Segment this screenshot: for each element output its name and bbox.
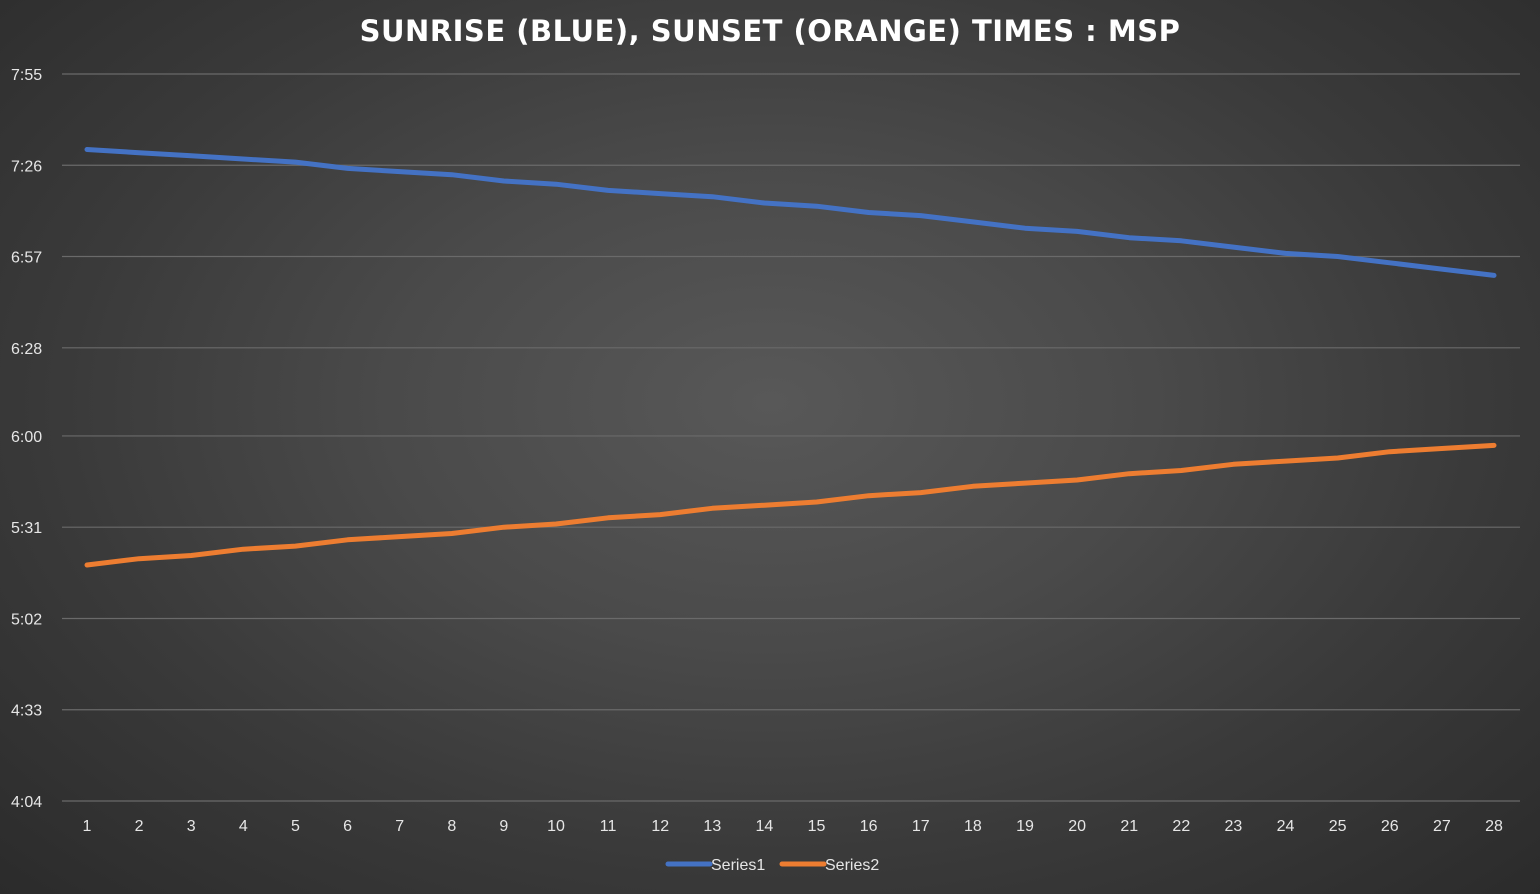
x-tick-label: 18 <box>964 818 982 835</box>
x-tick-label: 11 <box>600 818 617 835</box>
x-tick-label: 10 <box>547 818 565 835</box>
y-axis-tick-labels: 7:55 7:26 6:57 6:28 6:00 5:31 5:02 4:33 4:04 <box>11 67 42 811</box>
x-tick-label: 3 <box>187 818 196 835</box>
gridlines <box>62 73 1520 802</box>
x-tick-label: 14 <box>756 818 774 835</box>
x-tick-label: 5 <box>291 818 300 835</box>
y-tick-label: 4:04 <box>11 794 42 811</box>
x-tick-label: 27 <box>1433 818 1451 835</box>
chart-title: SUNRISE (BLUE), SUNSET (ORANGE) TIMES : … <box>360 14 1181 48</box>
series-line-series2 <box>84 442 1497 568</box>
y-tick-label: 5:02 <box>11 611 42 628</box>
x-tick-label: 15 <box>808 818 826 835</box>
x-tick-label: 8 <box>447 818 456 835</box>
x-tick-label: 2 <box>135 818 144 835</box>
x-tick-label: 28 <box>1485 818 1503 835</box>
x-tick-label: 12 <box>651 818 669 835</box>
y-tick-label: 6:00 <box>11 429 42 446</box>
x-tick-label: 20 <box>1068 818 1086 835</box>
x-tick-label: 16 <box>860 818 878 835</box>
x-tick-label: 4 <box>239 818 248 835</box>
x-tick-label: 24 <box>1277 818 1295 835</box>
y-tick-label: 6:57 <box>11 250 42 267</box>
x-tick-label: 9 <box>499 818 508 835</box>
x-axis-tick-labels: 1 2 3 4 5 6 7 8 9 10 11 12 13 14 15 16 17 18 19 20 21 22 23 24 2… <box>83 818 1503 835</box>
y-tick-label: 6:28 <box>11 341 42 358</box>
y-tick-label: 7:55 <box>11 67 42 84</box>
x-tick-label: 25 <box>1329 818 1347 835</box>
x-tick-label: 23 <box>1225 818 1243 835</box>
series-line-series1 <box>84 147 1497 278</box>
x-tick-label: 22 <box>1172 818 1190 835</box>
x-tick-label: 13 <box>703 818 721 835</box>
legend-label-series1: Series1 <box>711 857 765 874</box>
x-tick-label: 21 <box>1120 818 1138 835</box>
x-tick-label: 26 <box>1381 818 1399 835</box>
x-tick-label: 6 <box>343 818 352 835</box>
x-tick-label: 17 <box>912 818 930 835</box>
legend-label-series2: Series2 <box>825 857 879 874</box>
y-tick-label: 7:26 <box>11 158 42 175</box>
x-tick-label: 7 <box>395 818 404 835</box>
x-tick-label: 1 <box>83 818 92 835</box>
legend: Series1 Series2 <box>665 857 879 874</box>
x-tick-label: 19 <box>1016 818 1034 835</box>
y-tick-label: 5:31 <box>11 520 42 537</box>
data-series <box>84 147 1497 568</box>
y-tick-label: 4:33 <box>11 703 42 720</box>
